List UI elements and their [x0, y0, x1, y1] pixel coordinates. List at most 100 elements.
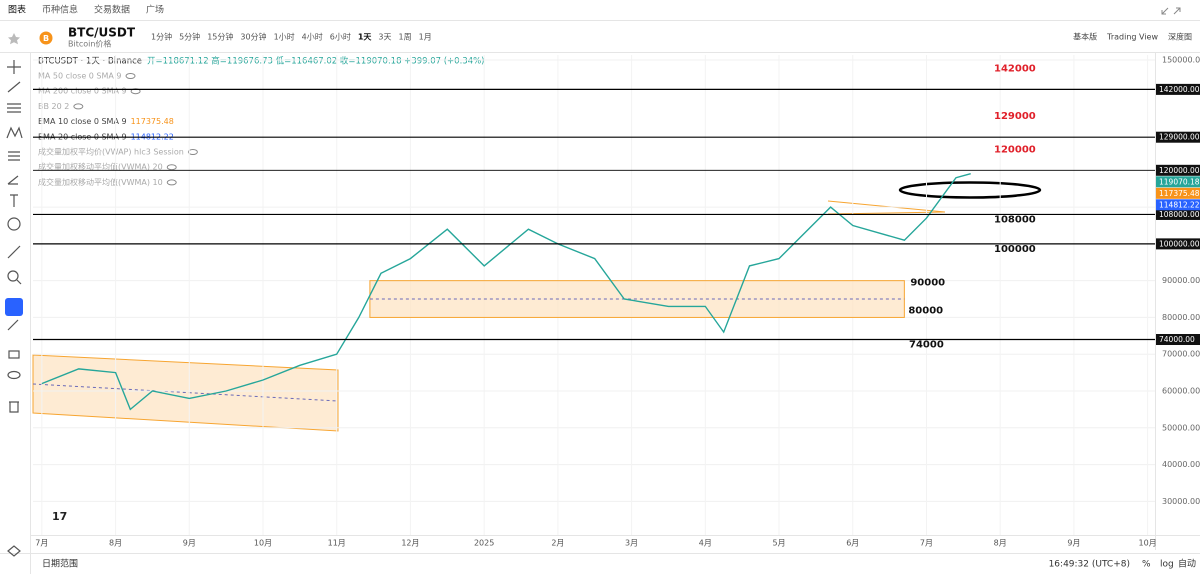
- indicator-value: 117375.48: [131, 117, 174, 126]
- view-button[interactable]: 深度图: [1168, 32, 1192, 42]
- price-tag-label: 119070.18: [1159, 177, 1200, 186]
- level-label: 129000: [994, 111, 1036, 122]
- scale-option[interactable]: log: [1160, 560, 1174, 570]
- axis-level-label: 74000.00: [1159, 335, 1195, 344]
- x-tick-label: 10月: [254, 539, 272, 548]
- indicator-name[interactable]: MA 50 close 0 SMA 9: [38, 72, 122, 81]
- level-label: 142000: [994, 63, 1036, 74]
- x-tick-label: 6月: [846, 539, 859, 548]
- x-tick-label: 7月: [35, 539, 48, 548]
- y-tick-label: 80000.00: [1162, 313, 1200, 322]
- visibility-icon[interactable]: [166, 179, 177, 186]
- highlight-ellipse: [898, 181, 1042, 199]
- price-tag-label: 117375.48: [1159, 189, 1200, 198]
- price-tag: [1156, 199, 1200, 211]
- x-tick-label: 9月: [1067, 539, 1080, 548]
- x-tick-label: 11月: [328, 539, 346, 548]
- axis-level-label: 100000.00: [1159, 239, 1200, 248]
- x-tick-label: 2025: [474, 539, 494, 548]
- legend-ohlc: 开=118671.12 高=119676.73 低=116467.02 收=11…: [147, 56, 484, 67]
- interval-button[interactable]: 5分钟: [179, 32, 200, 42]
- view-button[interactable]: Trading View: [1106, 33, 1158, 42]
- interval-button[interactable]: 6小时: [330, 32, 351, 42]
- axis-level-label: 120000.00: [1159, 166, 1200, 175]
- axis-level-tag: [1156, 208, 1200, 220]
- axis-level-tag: [1156, 238, 1200, 250]
- visibility-icon[interactable]: [125, 73, 136, 79]
- axis-level-tag: [1156, 334, 1200, 346]
- price-tag: [1156, 176, 1200, 188]
- axis-level-label: 108000.00: [1159, 210, 1200, 219]
- interval-button[interactable]: 3天: [378, 33, 391, 42]
- indicator-name[interactable]: MA 200 close 0 SMA 9: [38, 87, 127, 96]
- coin-icon: [39, 31, 53, 45]
- view-button[interactable]: 基本版: [1073, 32, 1097, 42]
- x-tick-label: 8月: [109, 539, 122, 548]
- tab[interactable]: 广场: [146, 4, 164, 16]
- y-tick-label: 70000.00: [1162, 350, 1200, 359]
- level-label: 108000: [994, 214, 1036, 225]
- level-label: 100000: [994, 244, 1036, 255]
- x-tick-label: 9月: [183, 539, 196, 548]
- zone-label: 90000: [910, 278, 945, 289]
- indicator-name[interactable]: 成交量加权移动平均值(VWMA) 10: [38, 177, 163, 187]
- tab[interactable]: 图表: [8, 4, 26, 16]
- interval-button[interactable]: 1周: [399, 33, 412, 42]
- x-tick-label: 2月: [551, 539, 564, 548]
- y-tick-label: 30000.00: [1162, 497, 1200, 506]
- indicator-name[interactable]: 成交量加权平均价(VWAP) hlc3 Session: [38, 147, 184, 157]
- x-tick-label: 7月: [920, 539, 933, 548]
- x-tick-label: 10月: [1139, 539, 1157, 548]
- visibility-icon[interactable]: [73, 103, 84, 110]
- level-label: 74000: [909, 340, 944, 351]
- zone-label: 80000: [908, 305, 943, 316]
- symbol-subtitle: Bitcoin价格: [68, 39, 111, 49]
- channel-midline: [32, 383, 339, 402]
- level-label: 120000: [994, 144, 1036, 155]
- interval-button[interactable]: 15分钟: [207, 32, 233, 42]
- date-range[interactable]: 日期范围: [42, 558, 78, 570]
- x-tick-label: 3月: [625, 539, 638, 548]
- tab[interactable]: 交易数据: [94, 4, 130, 16]
- interval-button[interactable]: 1天: [358, 33, 373, 42]
- y-tick-label: 90000.00: [1162, 276, 1200, 285]
- y-tick-label: 150000.00: [1162, 55, 1200, 64]
- axis-level-tag: [1156, 131, 1200, 143]
- tv-logo: 17: [52, 510, 67, 523]
- x-tick-label: 12月: [401, 539, 419, 548]
- price-tag-label: 114812.22: [1159, 200, 1200, 209]
- interval-button[interactable]: 4小时: [302, 32, 323, 42]
- indicator-name[interactable]: BB 20 2: [38, 102, 69, 111]
- indicator-name[interactable]: 成交量加权移动平均值(VWMA) 20: [38, 162, 163, 172]
- interval-button[interactable]: 30分钟: [240, 32, 266, 42]
- coin-glyph: B: [43, 34, 49, 43]
- axis-level-tag: [1156, 164, 1200, 176]
- axis-level-tag: [1156, 83, 1200, 95]
- indicator-name[interactable]: EMA 10 close 0 SMA 9: [38, 117, 127, 126]
- y-tick-label: 60000.00: [1162, 387, 1200, 396]
- axis-level-label: 142000.00: [1159, 85, 1200, 94]
- y-tick-label: 50000.00: [1162, 423, 1200, 432]
- drawing-tools[interactable]: [6, 60, 23, 557]
- visibility-icon[interactable]: [166, 164, 177, 171]
- favorite-star[interactable]: [8, 33, 20, 45]
- interval-button[interactable]: 1月: [419, 33, 432, 42]
- x-tick-label: 5月: [772, 539, 785, 548]
- axis-level-label: 129000.00: [1159, 133, 1200, 142]
- interval-button[interactable]: 1小时: [274, 32, 295, 42]
- interval-button[interactable]: 1分钟: [151, 32, 172, 42]
- visibility-icon[interactable]: [130, 88, 141, 95]
- x-tick-label: 4月: [699, 539, 712, 548]
- magnet-tool-active[interactable]: [5, 298, 23, 316]
- scale-option[interactable]: 自动: [1178, 558, 1196, 570]
- symbol: BTC/USDT: [68, 26, 136, 40]
- clock: 16:49:32 (UTC+8): [1049, 560, 1130, 570]
- window-icons[interactable]: [1161, 7, 1181, 15]
- tab[interactable]: 币种信息: [42, 4, 78, 16]
- visibility-icon[interactable]: [187, 149, 198, 155]
- wedge: [827, 200, 946, 215]
- price-tag: [1156, 187, 1200, 199]
- price-line: [41, 173, 971, 411]
- x-tick-label: 8月: [994, 539, 1007, 548]
- scale-option[interactable]: %: [1142, 560, 1151, 570]
